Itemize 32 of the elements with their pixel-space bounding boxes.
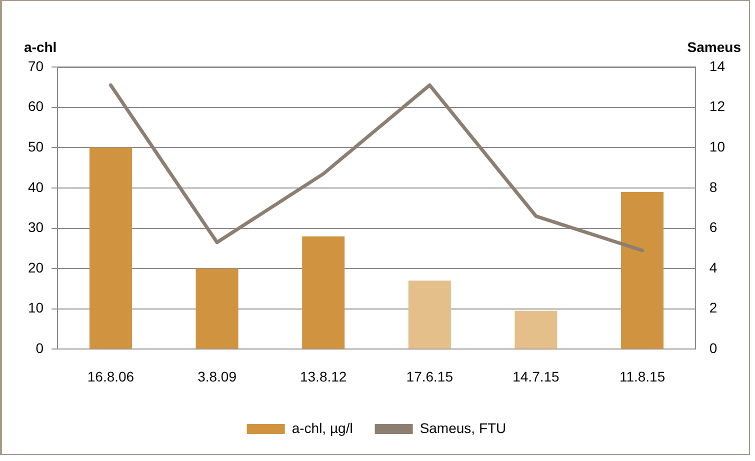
y-tick-label: 50 [28,138,44,154]
legend-label: a-chl, µg/l [292,420,353,436]
x-tick-label: 3.8.09 [198,368,237,384]
y-tick-label: 20 [28,259,44,276]
bar [89,148,132,349]
x-tick-label: 13.8.12 [300,368,347,384]
x-tick-label: 14.7.15 [512,368,560,384]
y-tick-label: 10 [28,300,44,316]
bar [514,310,558,349]
y-tick-label: 0 [36,340,44,356]
y2-tick-label: 12 [709,98,726,114]
y2-tick-label: 10 [709,138,726,154]
y2-tick-label: 14 [709,58,726,74]
y2-tick-label: 4 [709,259,718,276]
y2-axis-title: Sameus [687,38,742,55]
x-tick-label: 16.8.06 [87,368,134,384]
x-tick-label: 17.6.15 [406,368,454,384]
y2-tick-label: 8 [709,178,718,195]
y-axis-title: a-chl [24,38,57,55]
bar [196,268,238,349]
y-tick-label: 70 [28,58,44,74]
y2-tick-label: 2 [709,300,718,316]
bar [408,280,451,349]
y-tick-label: 60 [28,98,44,114]
legend-label: Sameus, FTU [420,420,506,436]
bar [621,192,664,349]
y2-tick-label: 0 [709,340,718,356]
x-tick-label: 11.8.15 [619,368,666,384]
y-tick-label: 30 [28,219,44,236]
y2-tick-label: 6 [709,219,718,236]
y-tick-label: 40 [28,178,44,195]
bar [302,236,345,349]
